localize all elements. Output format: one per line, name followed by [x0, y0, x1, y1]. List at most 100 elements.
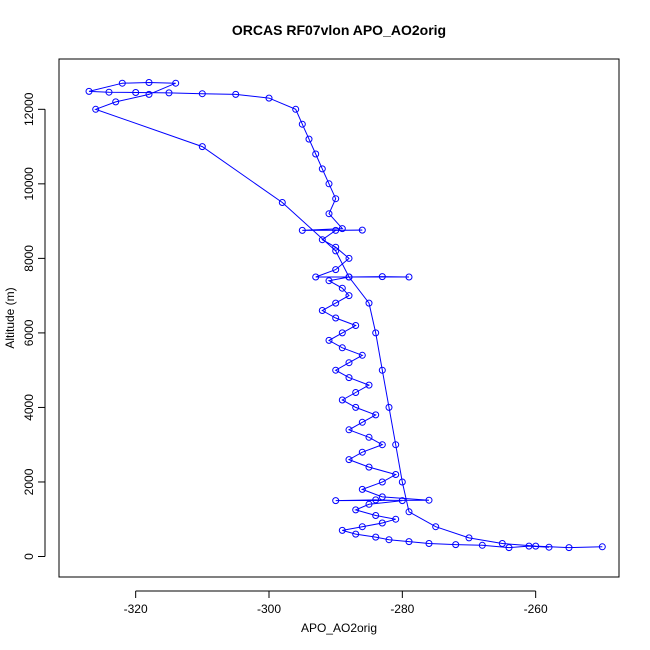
data-point — [332, 247, 340, 255]
data-point — [132, 89, 140, 96]
data-point — [398, 497, 406, 505]
series-layer — [85, 79, 606, 552]
data-point — [425, 496, 433, 504]
data-point — [352, 389, 360, 396]
data-point — [338, 225, 346, 233]
data-point — [378, 493, 386, 501]
data-point — [232, 90, 240, 98]
data-point — [325, 277, 333, 285]
data-point — [118, 79, 126, 87]
data-point — [198, 90, 206, 98]
data-point — [372, 496, 380, 504]
data-point — [525, 542, 533, 550]
y-tick-label: 0 — [22, 553, 36, 560]
y-axis: 0 2000 4000 6000 8000 10000 12000 — [22, 92, 46, 560]
data-point — [498, 540, 506, 547]
data-point — [358, 485, 366, 493]
data-point — [165, 89, 173, 97]
data-point — [405, 508, 413, 516]
data-point — [405, 538, 413, 546]
data-point — [338, 396, 346, 404]
data-point — [145, 90, 153, 98]
data-point — [372, 411, 380, 419]
data-point — [385, 403, 393, 411]
data-point — [332, 226, 340, 234]
data-point — [545, 543, 553, 551]
y-tick-label: 4000 — [22, 394, 36, 421]
data-point — [392, 441, 400, 449]
data-point — [85, 87, 93, 95]
series-0 — [85, 79, 606, 552]
data-point — [565, 544, 573, 552]
data-point — [345, 254, 353, 262]
data-point — [345, 426, 353, 434]
data-point — [338, 284, 346, 292]
data-point — [298, 120, 306, 128]
data-point — [378, 441, 386, 449]
data-point — [105, 88, 113, 96]
data-point — [352, 403, 360, 411]
data-point — [298, 226, 306, 234]
data-point — [325, 180, 333, 188]
data-point — [505, 544, 513, 552]
data-point — [352, 530, 360, 538]
data-point — [332, 266, 340, 274]
data-point — [338, 329, 346, 337]
data-point — [365, 299, 373, 307]
data-point — [352, 322, 360, 329]
x-tick-label: -320 — [124, 602, 148, 616]
data-point — [358, 351, 366, 359]
data-point — [345, 359, 353, 367]
data-point — [598, 543, 606, 551]
data-point — [358, 418, 366, 426]
data-point — [358, 448, 366, 456]
data-point — [305, 135, 313, 143]
data-point — [332, 299, 340, 307]
y-tick-label: 10000 — [22, 167, 36, 201]
data-point — [392, 515, 400, 523]
data-point — [332, 195, 340, 203]
data-point — [92, 105, 100, 113]
data-point — [478, 541, 486, 549]
data-point — [372, 329, 380, 337]
data-point — [372, 512, 380, 519]
data-point — [345, 273, 353, 281]
data-point — [345, 374, 353, 382]
data-point — [332, 366, 340, 374]
data-point — [292, 105, 300, 113]
data-point — [318, 165, 326, 173]
data-point — [338, 526, 346, 534]
data-point — [338, 344, 346, 352]
data-point — [325, 336, 333, 344]
data-point — [378, 273, 386, 281]
data-point — [352, 506, 360, 514]
data-point — [365, 463, 373, 471]
data-point — [432, 523, 440, 531]
data-point — [365, 500, 373, 508]
y-tick-label: 8000 — [22, 245, 36, 272]
data-point — [318, 236, 326, 244]
data-point — [398, 478, 406, 486]
y-tick-label: 6000 — [22, 319, 36, 346]
y-tick-label: 12000 — [22, 92, 36, 126]
series-line — [88, 81, 603, 549]
plot-frame — [58, 58, 620, 578]
data-point — [365, 433, 373, 441]
data-point — [392, 471, 400, 478]
data-point — [278, 199, 286, 206]
data-point — [172, 79, 180, 87]
y-axis-label: Altitude (m) — [3, 287, 17, 348]
data-point — [385, 536, 393, 544]
data-point — [112, 98, 120, 106]
data-point — [332, 497, 340, 505]
data-point — [465, 534, 473, 542]
data-point — [318, 307, 326, 314]
data-point — [532, 542, 540, 550]
data-point — [358, 226, 366, 234]
data-point — [332, 314, 340, 322]
y-tick-label: 2000 — [22, 468, 36, 495]
data-point — [378, 478, 386, 486]
chart-title: ORCAS RF07vlon APO_AO2orig — [232, 22, 446, 38]
data-point — [378, 366, 386, 374]
